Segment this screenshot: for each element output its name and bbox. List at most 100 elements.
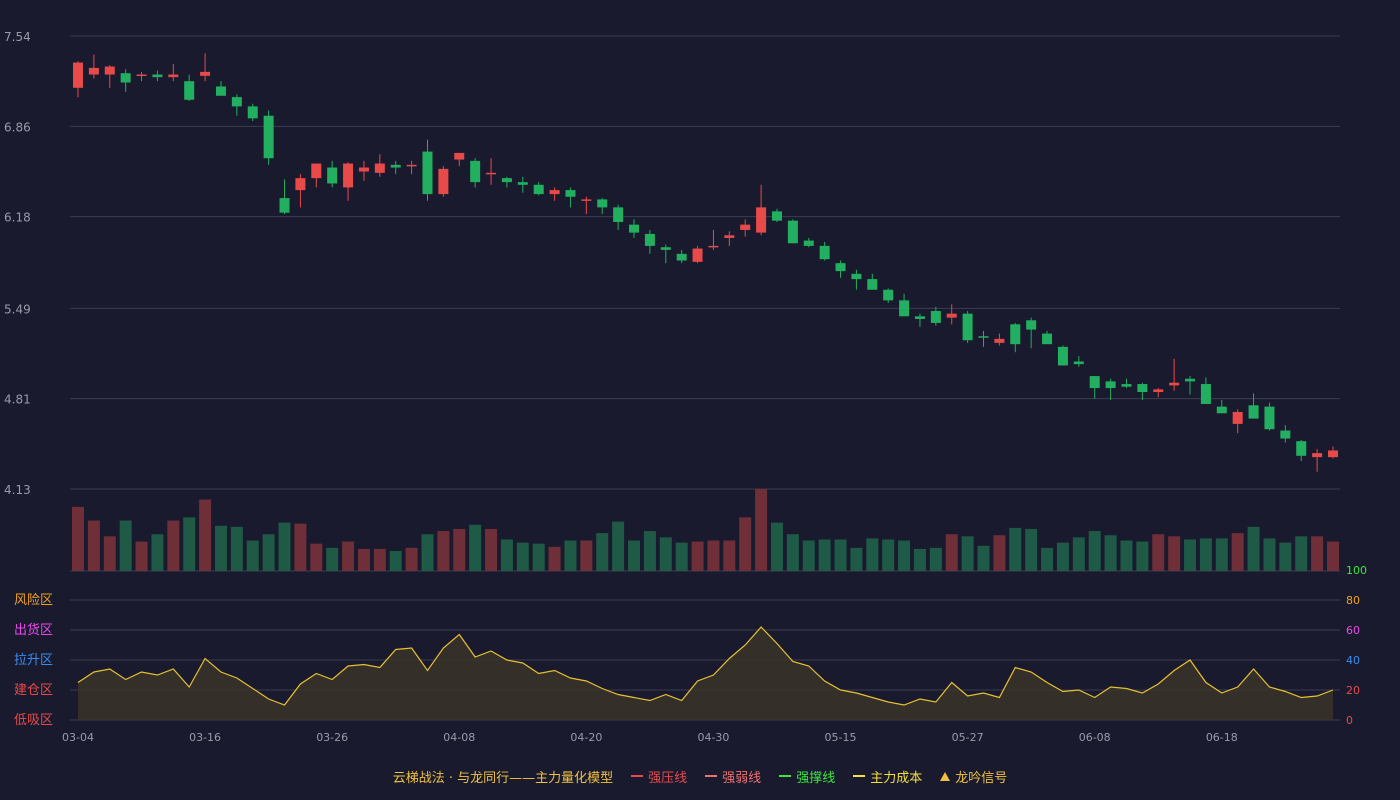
candle-body <box>613 207 624 222</box>
volume-bar <box>532 543 545 571</box>
volume-bar <box>945 534 958 571</box>
volume-bar <box>262 534 275 571</box>
volume-bar <box>72 506 84 571</box>
legend-item: 云梯战法 · 与龙同行——主力量化模型 <box>393 767 613 786</box>
osc-tick-label: 100 <box>1346 564 1367 577</box>
candle-body <box>692 248 703 262</box>
candle-body <box>517 182 528 185</box>
candle-body <box>1296 441 1307 456</box>
candle-body <box>1089 376 1100 389</box>
volume-bar <box>659 537 672 571</box>
volume-bar <box>977 545 990 571</box>
legend-swatch <box>853 775 866 777</box>
x-tick-label: 06-08 <box>1079 731 1111 744</box>
candle-body <box>1185 378 1196 382</box>
x-tick-label: 03-16 <box>189 731 221 744</box>
volume-bar <box>1088 531 1101 571</box>
candle-body <box>390 164 401 168</box>
candle-body <box>374 163 385 173</box>
legend-item: 强压线 <box>631 767 687 786</box>
volume-bar <box>183 517 196 571</box>
volume-bar <box>1231 533 1244 571</box>
candle-body <box>946 313 957 318</box>
candle-body <box>279 198 290 213</box>
zone-label: 建仓区 <box>14 683 53 698</box>
volume-bar <box>913 548 926 571</box>
volume-bar <box>691 541 704 571</box>
volume-bar <box>1056 542 1069 571</box>
legend-label: 强压线 <box>648 770 688 786</box>
candle-body <box>756 207 767 233</box>
candle-body <box>406 164 417 167</box>
candle-body <box>899 300 910 317</box>
candle-body <box>422 151 433 195</box>
candle-body <box>1280 430 1291 439</box>
legend-label: 龙吟信号 <box>955 770 1008 786</box>
candle-body <box>994 338 1005 343</box>
legend: 云梯战法 · 与龙同行——主力量化模型 强压线 强弱线 强撑线 主力成本 龙吟信号 <box>0 764 1400 788</box>
legend-swatch <box>705 775 718 777</box>
volume-bar <box>1009 527 1022 571</box>
volume-bar <box>675 542 688 571</box>
candlesticks <box>73 53 1338 472</box>
candle-body <box>835 263 846 272</box>
osc-tick-label: 40 <box>1346 654 1360 667</box>
candle-body <box>867 279 878 290</box>
candle-body <box>1216 406 1227 414</box>
candle-body <box>803 240 814 246</box>
candle-body <box>470 160 481 183</box>
x-tick-label: 06-18 <box>1206 731 1238 744</box>
volume-bar <box>103 536 116 571</box>
candle-body <box>152 74 163 78</box>
volume-bar <box>612 521 625 571</box>
volume-bar <box>357 548 370 571</box>
price-tick-label: 4.81 <box>4 393 31 407</box>
candle-body <box>1200 384 1211 404</box>
candle-body <box>247 106 258 119</box>
x-tick-label: 03-26 <box>316 731 348 744</box>
legend-label: 云梯战法 · 与龙同行——主力量化模型 <box>392 770 614 786</box>
price-tick-label: 4.13 <box>4 483 31 497</box>
volume-bar <box>405 547 418 571</box>
candle-body <box>1073 361 1084 365</box>
volume-bar <box>596 533 609 571</box>
volume-bar <box>993 535 1006 571</box>
volume-bar <box>866 538 879 571</box>
volume-bar <box>278 522 291 571</box>
price-tick-label: 5.49 <box>4 302 31 316</box>
x-tick-label: 03-04 <box>62 731 94 744</box>
zone-label: 拉升区 <box>14 653 53 668</box>
volume-bar <box>167 520 180 571</box>
candle-body <box>358 167 369 172</box>
volume-bar <box>246 540 259 571</box>
candle-body <box>88 67 99 75</box>
volume-bar <box>389 551 402 571</box>
legend-label: 强弱线 <box>722 770 762 786</box>
x-tick-label: 04-08 <box>443 731 475 744</box>
candle-body <box>883 289 894 301</box>
volume-bar <box>469 524 482 571</box>
volume-bar <box>961 536 974 571</box>
volume-bar <box>119 520 132 571</box>
volume-bar <box>1104 535 1117 571</box>
candle-body <box>644 233 655 246</box>
candle-body <box>1057 346 1068 366</box>
candle-body <box>501 178 512 183</box>
volume-bar <box>850 547 863 571</box>
x-tick-label: 05-15 <box>825 731 857 744</box>
volume-bar <box>1168 536 1181 571</box>
volume-bar <box>1311 536 1324 571</box>
candle-body <box>1105 381 1116 389</box>
candle-body <box>724 235 735 238</box>
candle-body <box>771 211 782 221</box>
volume-bars <box>72 489 1339 571</box>
oscillator-area <box>78 627 1333 720</box>
candle-body <box>819 245 830 260</box>
candle-body <box>1153 389 1164 393</box>
candle-body <box>1042 333 1053 345</box>
candle-body <box>581 199 592 201</box>
candle-body <box>787 220 798 244</box>
x-tick-label: 05-27 <box>952 731 984 744</box>
volume-bar <box>1263 538 1276 571</box>
volume-bar <box>882 539 895 571</box>
